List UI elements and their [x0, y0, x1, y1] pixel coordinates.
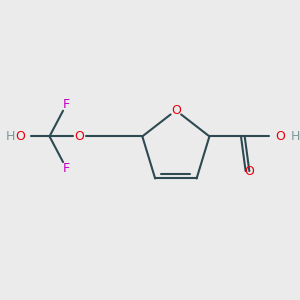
- Text: F: F: [63, 98, 70, 111]
- Text: F: F: [63, 162, 70, 175]
- Text: O: O: [275, 130, 285, 143]
- Text: H: H: [6, 130, 15, 143]
- Text: H: H: [291, 130, 300, 143]
- Text: O: O: [15, 130, 25, 143]
- Text: O: O: [171, 104, 181, 117]
- Text: O: O: [74, 130, 84, 143]
- Text: O: O: [244, 165, 254, 178]
